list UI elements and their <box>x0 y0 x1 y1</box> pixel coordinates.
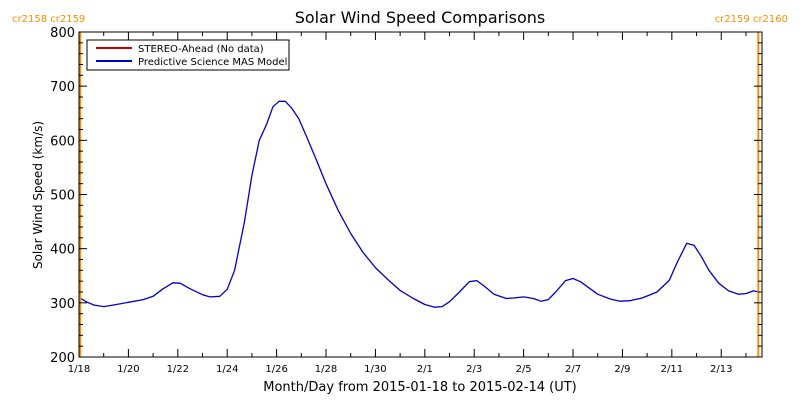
x-tick-label: 2/9 <box>614 364 630 375</box>
carrington-label: cr2159 cr2160 <box>715 14 788 25</box>
x-tick-label: 1/30 <box>364 364 386 375</box>
y-tick-label: 800 <box>50 26 75 41</box>
x-tick-label: 1/18 <box>68 364 90 375</box>
y-axis-label: Solar Wind Speed (km/s) <box>31 121 45 269</box>
x-tick-label: 1/24 <box>216 364 238 375</box>
series-layer <box>78 100 760 308</box>
y-tick-label: 300 <box>50 297 75 312</box>
x-tick-label: 2/13 <box>710 364 732 375</box>
x-tick-label: 1/26 <box>265 364 287 375</box>
y-axis: 200 300 400 500 600 700 800 <box>50 26 762 366</box>
x-tick-label: 2/11 <box>661 364 683 375</box>
x-tick-label: 1/20 <box>117 364 139 375</box>
legend-box <box>86 39 290 71</box>
x-tick-label: 2/3 <box>466 364 482 375</box>
carrington-labels: cr2158 cr2159 cr2159 cr2160 <box>12 14 788 25</box>
x-tick-label: 1/28 <box>315 364 337 375</box>
x-axis-label: Month/Day from 2015-01-18 to 2015-02-14 … <box>263 380 576 395</box>
x-tick-label: 1/22 <box>167 364 189 375</box>
series-line-mas-model <box>78 100 760 308</box>
legend-label-stereo: STEREO-Ahead (No data) <box>138 44 264 55</box>
y-tick-label: 700 <box>50 80 75 95</box>
y-tick-label: 200 <box>50 351 75 366</box>
y-tick-label: 600 <box>50 134 75 149</box>
x-axis: 1/18 1/20 1/22 1/24 1/26 1/28 1/30 2/1 2/3 2/5 2/7… <box>68 32 747 375</box>
legend: STEREO-Ahead (No data) Predictive Scienc… <box>86 39 290 71</box>
chart-title: Solar Wind Speed Comparisons <box>295 8 546 27</box>
x-tick-label: 2/5 <box>516 364 532 375</box>
y-tick-label: 400 <box>50 243 75 258</box>
y-tick-label: 500 <box>50 189 75 204</box>
legend-label-model: Predictive Science MAS Model <box>138 57 287 68</box>
carrington-label: cr2158 cr2159 <box>12 14 85 25</box>
x-tick-label: 2/7 <box>565 364 581 375</box>
x-tick-label: 2/1 <box>417 364 433 375</box>
